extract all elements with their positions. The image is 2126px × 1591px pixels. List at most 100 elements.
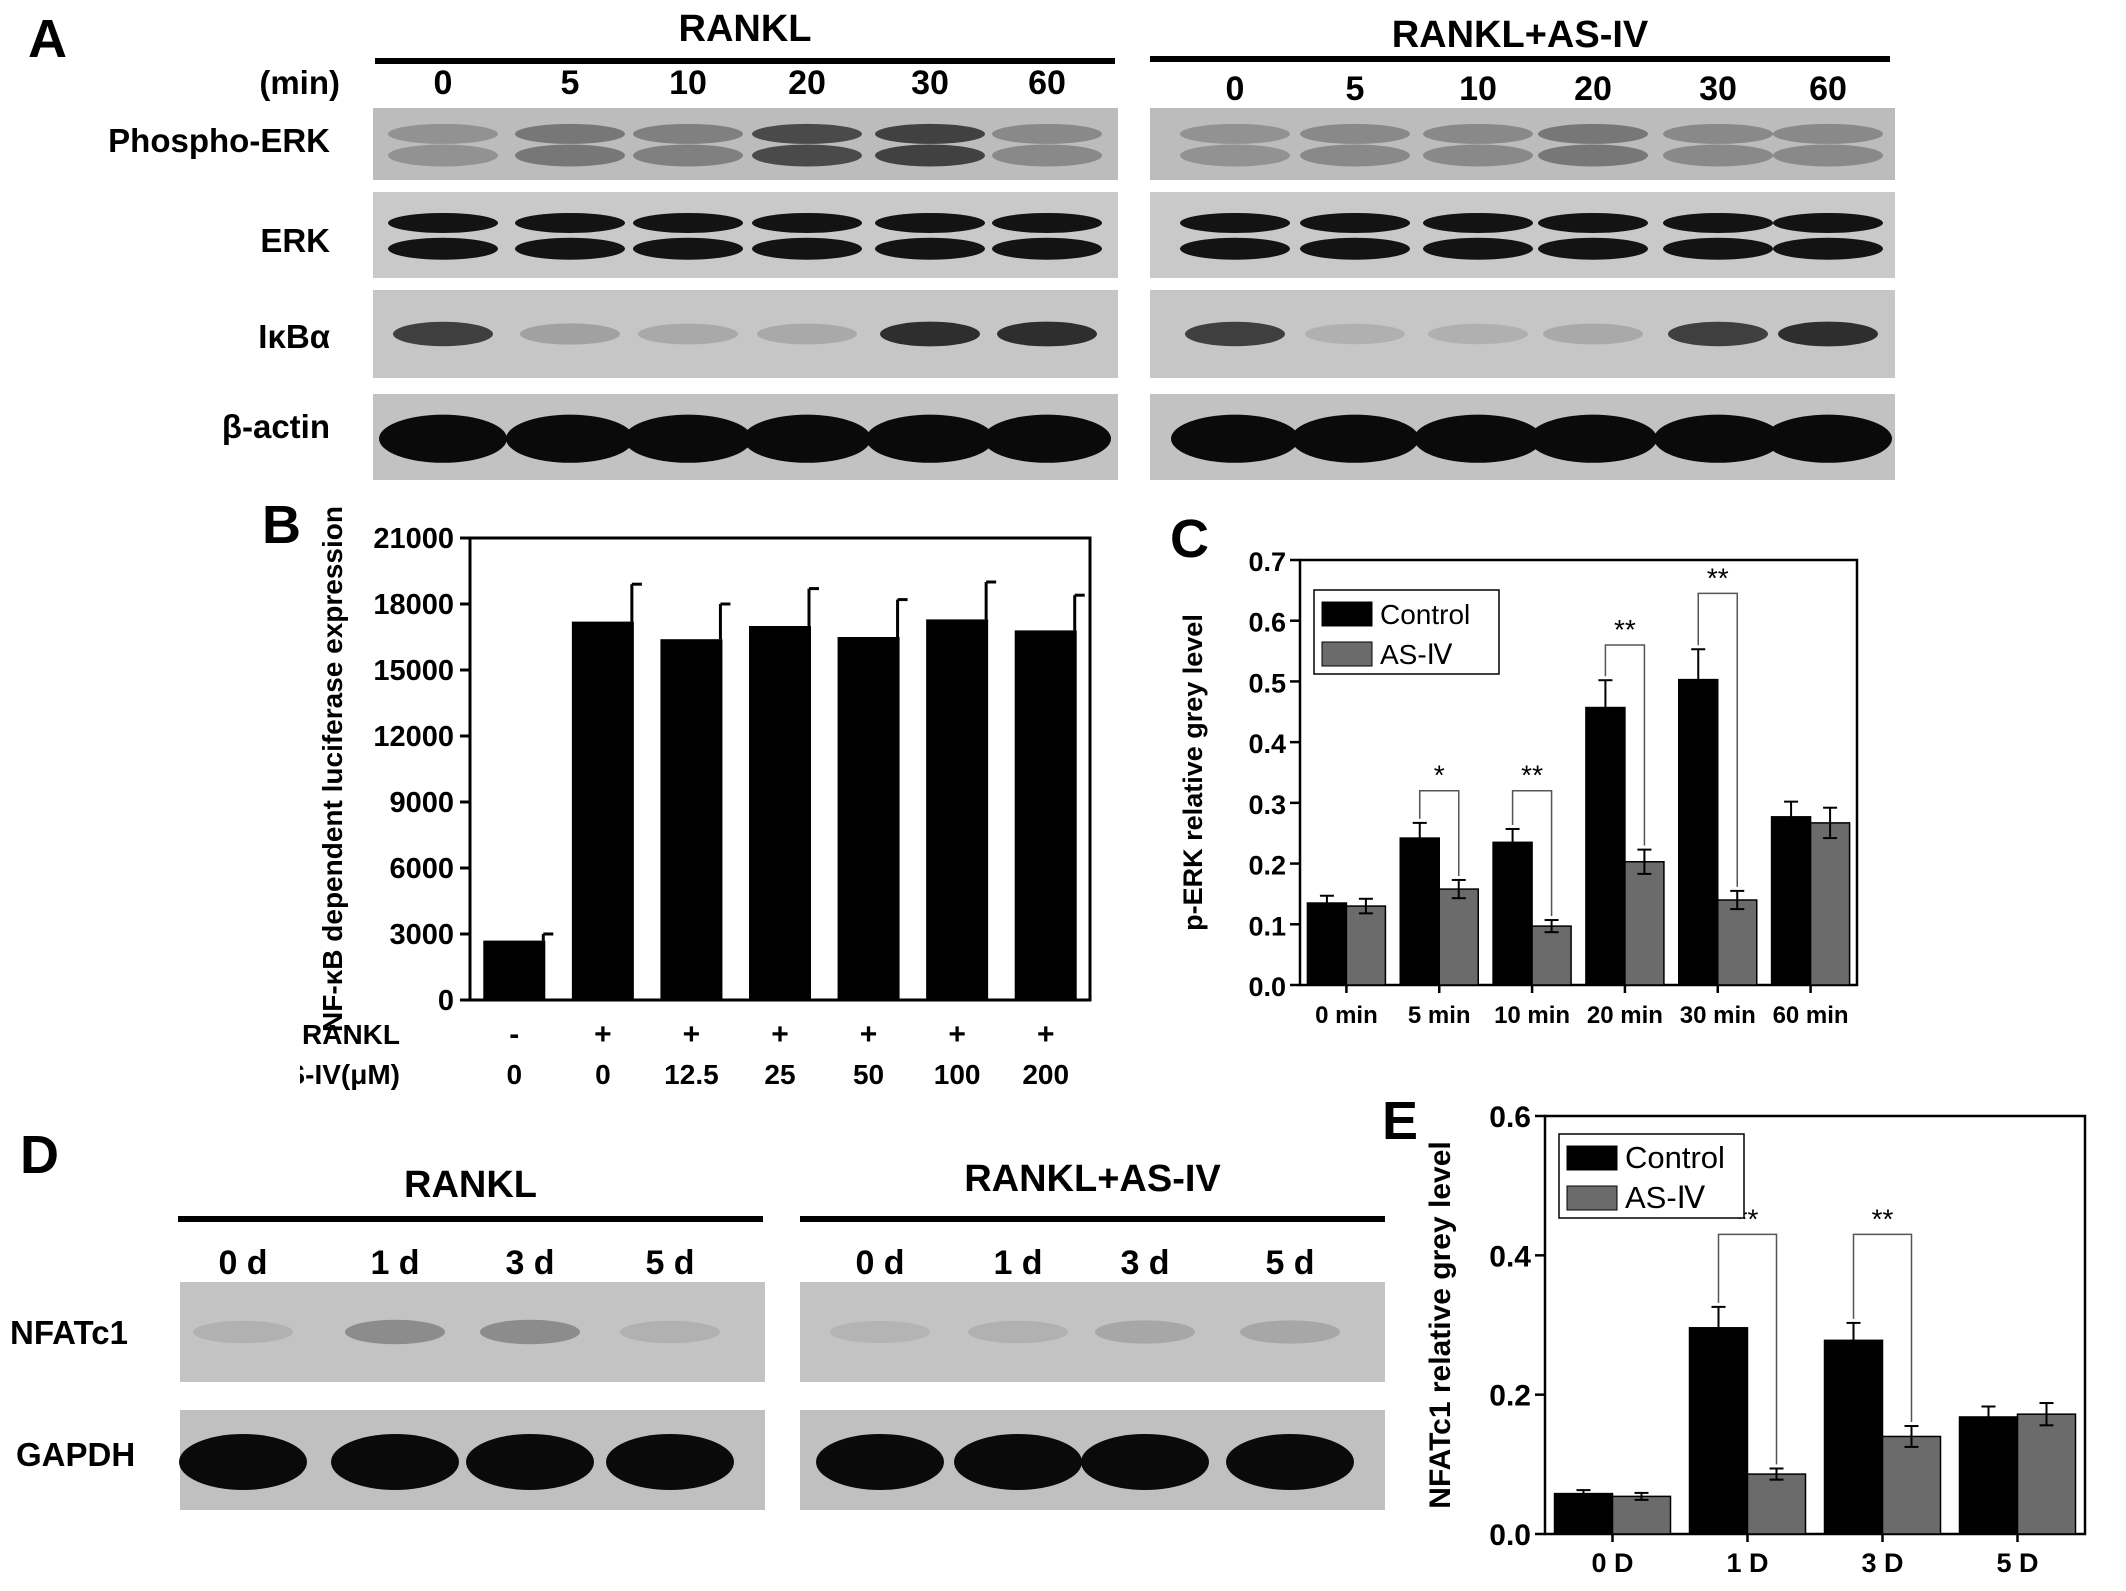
panel-d-row-label-nfatc1: NFATc1	[10, 1314, 128, 1351]
panel-d-lane-label-left: 1 d	[370, 1244, 420, 1282]
panel-a-blot-left-phospho-erk-band	[515, 144, 625, 167]
panel-a-blot-right-phospho-erk-band	[1300, 123, 1410, 144]
panel-a-lane-label-right: 30	[1699, 70, 1737, 108]
panel-a-blot-right-beta-actin-band	[1291, 414, 1419, 463]
panel-b-y-tick-label: 6000	[389, 853, 454, 885]
panel-b-bar	[1014, 630, 1077, 1000]
panel-a-lane-label-right: 0	[1225, 70, 1245, 108]
panel-a-blot-right-erk-band	[1423, 237, 1533, 260]
panel-a-blot-left-phospho-erk-band	[515, 123, 625, 144]
panel-b-asiv-value: 25	[764, 1059, 795, 1090]
panel-a-row-label-ikba: IκBα	[258, 318, 330, 355]
panel-a-min-label: (min)	[259, 64, 340, 101]
panel-b-asiv-value: 200	[1022, 1059, 1069, 1090]
panel-b-y-tick-label: 15000	[373, 655, 454, 687]
panel-a-blot-left-phospho-erk-band	[633, 123, 743, 144]
panel-b-bar	[749, 626, 811, 1000]
panel-b-bar	[926, 619, 989, 1000]
panel-a-blot-right-erk-band	[1663, 237, 1773, 260]
panel-e-legend-swatch	[1566, 1185, 1618, 1211]
panel-d-lane-label-left: 5 d	[645, 1244, 695, 1282]
panel-d-blot-left-gapdh-band	[179, 1434, 307, 1490]
panel-a-row-label-beta-actin: β-actin	[221, 408, 330, 445]
panel-a-blot-left-erk-band	[752, 212, 862, 233]
panel-a-blot-left-phospho-erk-band	[633, 144, 743, 167]
panel-a-group-right-label: RANKL+AS-IV	[1391, 14, 1649, 56]
panel-b-bar	[571, 621, 634, 1000]
panel-c-y-tick-label: 0.6	[1248, 608, 1286, 638]
panel-a-blot-right-phospho-erk-background	[1150, 108, 1895, 180]
panel-e-significance-bracket	[1717, 1233, 1778, 1465]
panel-a-blot-left-erk-band	[875, 237, 985, 260]
panel-a-lane-label-right: 5	[1345, 70, 1365, 108]
panel-e-bar-as-iv	[1746, 1473, 1807, 1535]
panel-e-x-tick-label: 3 D	[1861, 1548, 1903, 1578]
panel-e-y-axis-label: NFATc1 relative grey level	[1424, 1141, 1457, 1508]
panel-e-significance-bracket	[1852, 1233, 1913, 1423]
panel-a-blot-right-phospho-erk-band	[1773, 144, 1883, 167]
panel-a-blot-left-erk-band	[992, 237, 1102, 260]
panel-d-lane-label-right: 3 d	[1120, 1244, 1170, 1282]
panel-d-blot-right-gapdh-band	[816, 1434, 944, 1490]
panel-a-blot-left-beta-actin-band	[379, 414, 507, 463]
panel-b-rankl-value: +	[594, 1018, 612, 1051]
panel-d-group-left-label: RANKL	[404, 1164, 537, 1206]
panel-a-blot-right-ikba-band	[1428, 323, 1528, 345]
panel-c-significance-bracket	[1604, 644, 1646, 846]
panel-a-blot-right-erk-band	[1773, 212, 1883, 233]
panel-a-blot-right-phospho-erk-band	[1663, 123, 1773, 144]
panel-b-asiv-value: 100	[934, 1059, 981, 1090]
panel-a-blot-left-ikba-band	[393, 321, 493, 347]
panel-d-group-left-line	[178, 1216, 763, 1222]
panel-b-y-tick-label: 9000	[389, 787, 454, 819]
panel-a-blot-right-erk-band	[1300, 237, 1410, 260]
panel-a-lane-label-left: 10	[669, 64, 707, 102]
panel-c-y-tick-label: 0.7	[1248, 547, 1286, 577]
panel-a-blot-left-beta-actin-band	[624, 414, 752, 463]
panel-d-letter: D	[20, 1125, 59, 1185]
panel-c-x-tick-label: 60 min	[1773, 1002, 1849, 1029]
panel-c-x-tick-label: 20 min	[1587, 1002, 1663, 1029]
panel-d-blot-left-gapdh-band	[606, 1434, 734, 1490]
panel-a-blot-left-erk-band	[752, 237, 862, 260]
panel-b-y-tick-label: 0	[438, 985, 454, 1017]
panel-a-blot-right-phospho-erk-band	[1423, 144, 1533, 167]
panel-d-blot-right-gapdh-band	[1226, 1434, 1354, 1490]
panel-a-blot-left-erk-band	[992, 212, 1102, 233]
panel-a-blot-right-ikba-band	[1668, 321, 1768, 347]
panel-e-y-tick-label: 0.0	[1489, 1519, 1531, 1552]
panel-a-blot-right-ikba-band	[1543, 323, 1643, 345]
panel-e-x-tick-label: 1 D	[1726, 1548, 1768, 1578]
panel-a-blot-left-erk-band	[515, 212, 625, 233]
panel-a-blot-left-phospho-erk-band	[875, 123, 985, 144]
panel-a-blot-right-beta-actin-band	[1764, 414, 1892, 463]
panel-c-bar-control	[1492, 841, 1533, 986]
panel-c-legend-label: AS-Ⅳ	[1380, 639, 1453, 670]
panel-d-blot-left-nfatc1-band	[480, 1319, 580, 1345]
panel-a-group-left-line	[375, 58, 1115, 64]
panel-a-blot-left-erk-band	[875, 212, 985, 233]
panel-a-lane-label-right: 20	[1574, 70, 1612, 108]
panel-c-letter: C	[1170, 509, 1209, 569]
panel-a-lane-label-right: 10	[1459, 70, 1497, 108]
panel-b-y-tick-label: 12000	[373, 721, 454, 753]
panel-a-row-label-phospho-erk: Phospho-ERK	[108, 122, 330, 159]
panel-a-blot-left-ikba-band	[757, 323, 857, 345]
panel-a-blot-left-phospho-erk-band	[752, 123, 862, 144]
panel-a-blot-left-beta-actin-band	[743, 414, 871, 463]
panel-a-blot-left-phospho-erk-band	[388, 144, 498, 167]
panel-c-legend-swatch	[1321, 601, 1373, 627]
panel-b-bar	[483, 940, 546, 1000]
panel-d-blot-left-nfatc1-band	[193, 1320, 293, 1344]
panel-c-legend-swatch	[1321, 641, 1373, 667]
panel-b-bar	[837, 637, 900, 1000]
panel-b-row-label-asiv: AS-IV(μM)	[300, 1059, 400, 1090]
panel-a-blot-right-ikba-band	[1778, 321, 1878, 347]
panel-a-blot-right-erk-background	[1150, 192, 1895, 278]
panel-a-blot-left-erk-band	[515, 237, 625, 260]
panel-e-legend-label: Control	[1625, 1140, 1725, 1175]
panel-b-y-tick-label: 18000	[373, 589, 454, 621]
panel-d-lane-label-right: 5 d	[1265, 1244, 1315, 1282]
panel-e-bar-control	[1553, 1492, 1614, 1535]
panel-b-rankl-value: +	[860, 1018, 878, 1051]
